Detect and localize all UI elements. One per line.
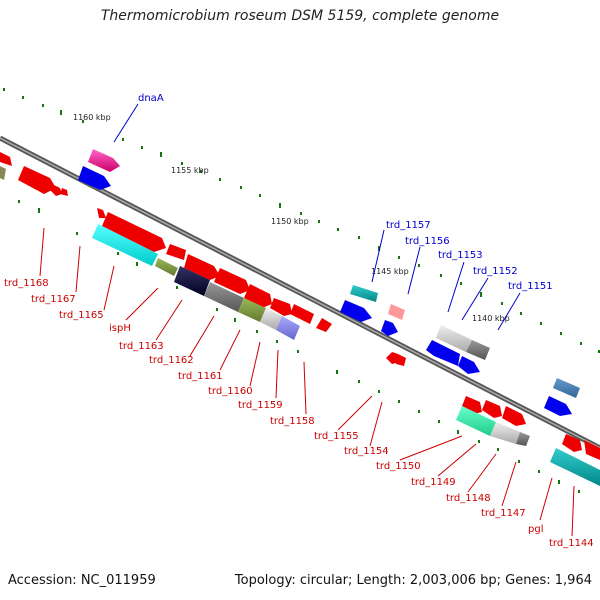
label-trd_1165[interactable]: trd_1165 (59, 310, 104, 321)
label-trd_1159[interactable]: trd_1159 (238, 400, 283, 411)
label-trd_1155[interactable]: trd_1155 (314, 431, 359, 442)
ruler-label-1155: 1155 kbp (171, 166, 209, 175)
gene-olive-2[interactable] (238, 298, 266, 322)
gene-trd_1167[interactable] (50, 184, 62, 196)
gene-olive-edge[interactable] (0, 166, 6, 180)
gene-lavender[interactable] (276, 316, 300, 340)
gene-red-small-2[interactable] (316, 318, 332, 332)
ruler-label-1150: 1150 kbp (271, 217, 309, 226)
gene-trd_1155[interactable] (386, 352, 400, 364)
reverse-strand-genes (0, 152, 600, 486)
label-trd_1149[interactable]: trd_1149 (411, 477, 456, 488)
gene-trd_1152[interactable] (466, 340, 490, 360)
gene-olive-1[interactable] (155, 258, 178, 276)
gene-trd_1168[interactable] (18, 166, 56, 194)
gene-gray-small[interactable] (516, 432, 530, 446)
gene-light-gray[interactable] (260, 308, 282, 330)
gene-blue-2[interactable] (381, 320, 398, 336)
gene-trd_1158[interactable] (290, 304, 314, 324)
gene-blue-3[interactable] (458, 356, 480, 374)
forward-labels: dnaA trd_1157 trd_1156 trd_1153 trd_1152… (138, 93, 553, 292)
label-trd_1167[interactable]: trd_1167 (31, 294, 76, 305)
gene-trd_1151[interactable] (426, 340, 460, 366)
gene-trd_1148[interactable] (502, 406, 526, 426)
label-trd_1168[interactable]: trd_1168 (4, 278, 49, 289)
inner-ticks (76, 232, 580, 493)
label-trd_1144[interactable]: trd_1144 (549, 538, 594, 549)
label-trd_1161[interactable]: trd_1161 (178, 371, 223, 382)
label-trd_1151[interactable]: trd_1151 (508, 281, 553, 292)
label-ispH[interactable]: ispH (109, 323, 131, 334)
gene-steel[interactable] (553, 378, 580, 398)
gene-gray-big[interactable] (204, 282, 244, 312)
label-dnaA[interactable]: dnaA (138, 93, 164, 104)
label-trd_1157[interactable]: trd_1157 (386, 220, 431, 231)
gene-cyan[interactable] (92, 224, 158, 266)
label-trd_1160[interactable]: trd_1160 (208, 386, 253, 397)
ruler-label-1145: 1145 kbp (371, 267, 409, 276)
gene-blue-4[interactable] (544, 396, 572, 416)
gene-trd_1161[interactable] (214, 268, 250, 294)
label-trd_1147[interactable]: trd_1147 (481, 508, 526, 519)
gene-trd_1153[interactable] (436, 325, 472, 352)
label-trd_1158[interactable]: trd_1158 (270, 416, 315, 427)
ruler-ticks (3, 88, 600, 353)
gene-blue-1[interactable] (78, 166, 111, 190)
label-trd_1152[interactable]: trd_1152 (473, 266, 518, 277)
gene-trd_1165[interactable] (97, 208, 106, 218)
label-pgl[interactable]: pgl (528, 524, 543, 535)
gene-trd_1149[interactable] (482, 400, 502, 418)
gene-trd_1147[interactable] (490, 422, 520, 444)
label-trd_1162[interactable]: trd_1162 (149, 355, 194, 366)
accession-text: Accession: NC_011959 (8, 573, 156, 588)
label-trd_1153[interactable]: trd_1153 (438, 250, 483, 261)
label-trd_1156[interactable]: trd_1156 (405, 236, 450, 247)
gene-trd_1144[interactable] (550, 448, 600, 486)
label-trd_1163[interactable]: trd_1163 (119, 341, 164, 352)
genome-summary-text: Topology: circular; Length: 2,003,006 bp… (234, 573, 592, 588)
reverse-labels: trd_1168 trd_1167 trd_1165 ispH trd_1163… (4, 278, 594, 549)
gene-trd_1163[interactable] (184, 254, 220, 280)
forward-strand-genes (0, 149, 580, 416)
label-trd_1154[interactable]: trd_1154 (344, 446, 389, 457)
gene-trd_1159[interactable] (270, 298, 292, 316)
gene-trd_1157-b[interactable] (340, 300, 372, 322)
gene-trd_1154[interactable] (396, 354, 406, 366)
label-trd_1150[interactable]: trd_1150 (376, 461, 421, 472)
gene-dnaA[interactable] (88, 149, 120, 172)
ruler-label-1140: 1140 kbp (472, 314, 510, 323)
gene-trd_1150[interactable] (462, 396, 482, 414)
gene-trd_1157[interactable] (350, 285, 378, 302)
gene-ispH[interactable] (166, 244, 186, 260)
reverse-leaders (39, 227, 575, 537)
ruler-labels: 1160 kbp 1155 kbp 1150 kbp 1145 kbp 1140… (73, 113, 510, 323)
gene-trd_1160[interactable] (244, 284, 272, 308)
ruler-label-1160: 1160 kbp (73, 113, 111, 122)
gene-red-long[interactable] (102, 212, 166, 252)
gene-trd_1156[interactable] (388, 304, 405, 320)
gene-red-edge[interactable] (584, 440, 600, 460)
gene-mint[interactable] (456, 406, 496, 436)
gene-small-red[interactable] (60, 188, 68, 196)
gene-trd_1162[interactable] (174, 266, 210, 296)
forward-leaders (113, 103, 521, 331)
map-title: Thermomicrobium roseum DSM 5159, complet… (100, 8, 500, 24)
label-trd_1148[interactable]: trd_1148 (446, 493, 491, 504)
gene-edge-red[interactable] (0, 152, 12, 166)
gene-pgl[interactable] (562, 434, 582, 452)
